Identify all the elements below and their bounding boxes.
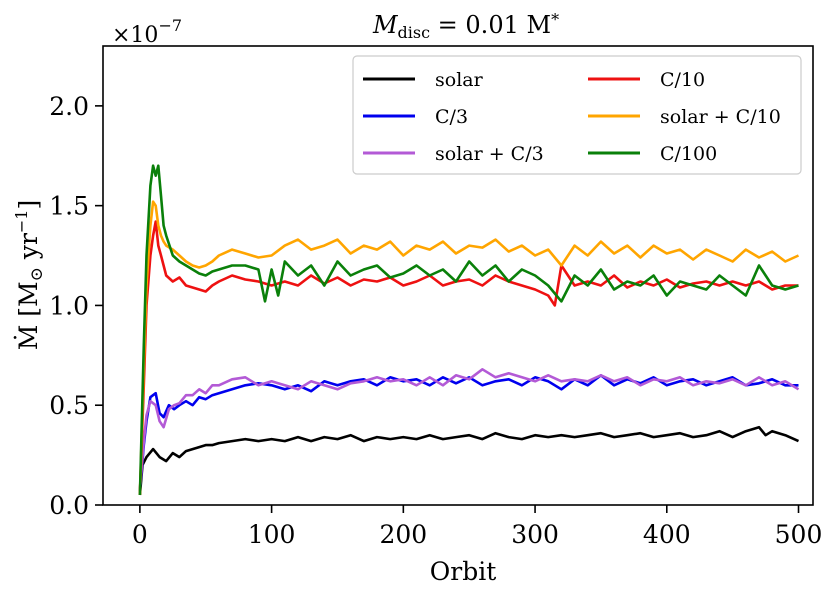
chart-title: Mdisc = 0.01 M* <box>372 10 559 42</box>
axis-scale-multiplier: ×10−7 <box>112 16 182 48</box>
series-line-solar <box>138 425 800 496</box>
x-tick-label: 0 <box>132 520 148 549</box>
legend-label: C/100 <box>660 143 717 165</box>
legend: solar C/3 solar + C/3 C/10 solar + C/10 C/100 <box>352 55 802 175</box>
y-axis-title: Ṁ [M⊙ yr−1] <box>12 200 47 351</box>
y-tick-label: 2.0 <box>49 92 89 121</box>
series-line-c-100 <box>138 164 799 496</box>
plot-area-frame <box>102 45 814 506</box>
series-line-solar-c-10 <box>138 200 800 496</box>
x-tick-label: 400 <box>643 520 691 549</box>
y-tick-label: 1.0 <box>49 291 89 320</box>
legend-label: solar <box>435 69 484 91</box>
series-lines <box>138 164 800 496</box>
y-axis-ticks: 0.0 0.5 1.0 1.5 2.0 <box>49 92 103 520</box>
x-axis-title: Orbit <box>430 557 497 586</box>
series-line-solar-c-3 <box>138 367 800 490</box>
legend-label: C/3 <box>435 106 468 128</box>
x-tick-label: 100 <box>248 520 296 549</box>
legend-box <box>352 55 802 175</box>
series-line-c-3 <box>138 373 799 492</box>
y-tick-label: 0.0 <box>49 491 89 520</box>
y-tick-label: 0.5 <box>49 391 89 420</box>
legend-label: solar + C/10 <box>660 106 781 128</box>
x-axis-ticks: 0 100 200 300 400 500 <box>132 505 822 549</box>
x-tick-label: 500 <box>775 520 823 549</box>
series-line-c-10 <box>138 220 799 496</box>
x-tick-label: 200 <box>379 520 427 549</box>
y-tick-label: 1.5 <box>49 192 89 221</box>
legend-label: C/10 <box>660 69 705 91</box>
x-tick-label: 300 <box>511 520 559 549</box>
legend-label: solar + C/3 <box>435 143 544 165</box>
